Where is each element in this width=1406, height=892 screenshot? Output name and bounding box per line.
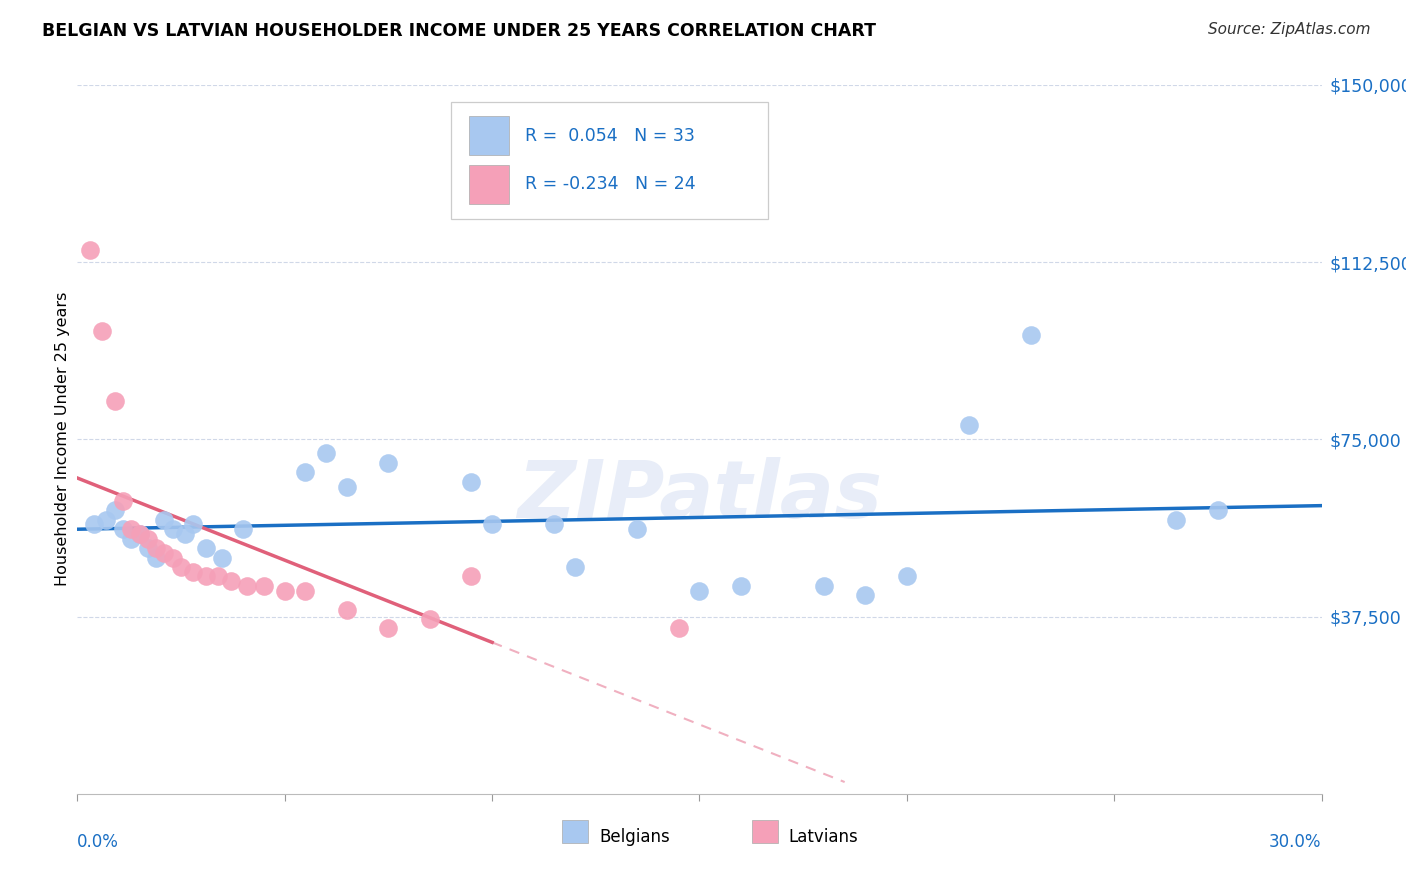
Point [236, 579, 259, 593]
Point [855, 588, 877, 602]
Text: R =  0.054   N = 33: R = 0.054 N = 33 [526, 127, 695, 145]
Point [104, 503, 127, 517]
Point [232, 522, 254, 536]
Text: 30.0%: 30.0% [1270, 833, 1322, 851]
Point [136, 532, 159, 546]
Point [136, 541, 159, 555]
Point [294, 466, 316, 480]
Point [120, 532, 142, 546]
Point [211, 550, 233, 565]
Point [315, 446, 337, 460]
Point [274, 583, 297, 598]
Point [1166, 513, 1188, 527]
Point [153, 513, 176, 527]
Point [1206, 503, 1229, 517]
Point [564, 560, 586, 574]
Text: Source: ZipAtlas.com: Source: ZipAtlas.com [1208, 22, 1371, 37]
Point [668, 621, 690, 635]
FancyBboxPatch shape [470, 116, 509, 155]
Point [162, 522, 184, 536]
Point [145, 541, 167, 555]
Point [419, 612, 441, 626]
Point [183, 565, 205, 579]
Point [336, 602, 359, 616]
Point [145, 550, 167, 565]
Point [128, 526, 150, 541]
Point [194, 569, 217, 583]
Point [128, 526, 150, 541]
Point [1021, 328, 1043, 343]
Point [207, 569, 229, 583]
Point [79, 244, 101, 258]
Point [174, 526, 197, 541]
Point [460, 475, 482, 489]
Text: ZIPatlas: ZIPatlas [517, 457, 882, 535]
Text: R = -0.234   N = 24: R = -0.234 N = 24 [526, 175, 696, 193]
Text: 0.0%: 0.0% [77, 833, 120, 851]
Point [377, 621, 399, 635]
Point [689, 583, 711, 598]
Point [111, 493, 134, 508]
Point [481, 517, 503, 532]
Point [377, 456, 399, 470]
Text: Latvians: Latvians [789, 828, 859, 846]
Point [896, 569, 918, 583]
Point [194, 541, 217, 555]
Point [120, 522, 142, 536]
FancyBboxPatch shape [451, 103, 768, 219]
FancyBboxPatch shape [470, 164, 509, 203]
Point [813, 579, 835, 593]
Point [111, 522, 134, 536]
Point [96, 513, 118, 527]
Point [162, 550, 184, 565]
Y-axis label: Householder Income Under 25 years: Householder Income Under 25 years [55, 292, 70, 587]
Text: Belgians: Belgians [599, 828, 669, 846]
Point [104, 394, 127, 409]
Point [91, 324, 114, 338]
Point [170, 560, 193, 574]
Point [83, 517, 105, 532]
Point [626, 522, 648, 536]
Point [294, 583, 316, 598]
Point [460, 569, 482, 583]
Point [730, 579, 752, 593]
Point [543, 517, 565, 532]
Point [183, 517, 205, 532]
Point [957, 418, 980, 433]
Point [219, 574, 242, 589]
Point [253, 579, 276, 593]
Point [336, 480, 359, 494]
Point [153, 546, 176, 560]
Text: BELGIAN VS LATVIAN HOUSEHOLDER INCOME UNDER 25 YEARS CORRELATION CHART: BELGIAN VS LATVIAN HOUSEHOLDER INCOME UN… [42, 22, 876, 40]
